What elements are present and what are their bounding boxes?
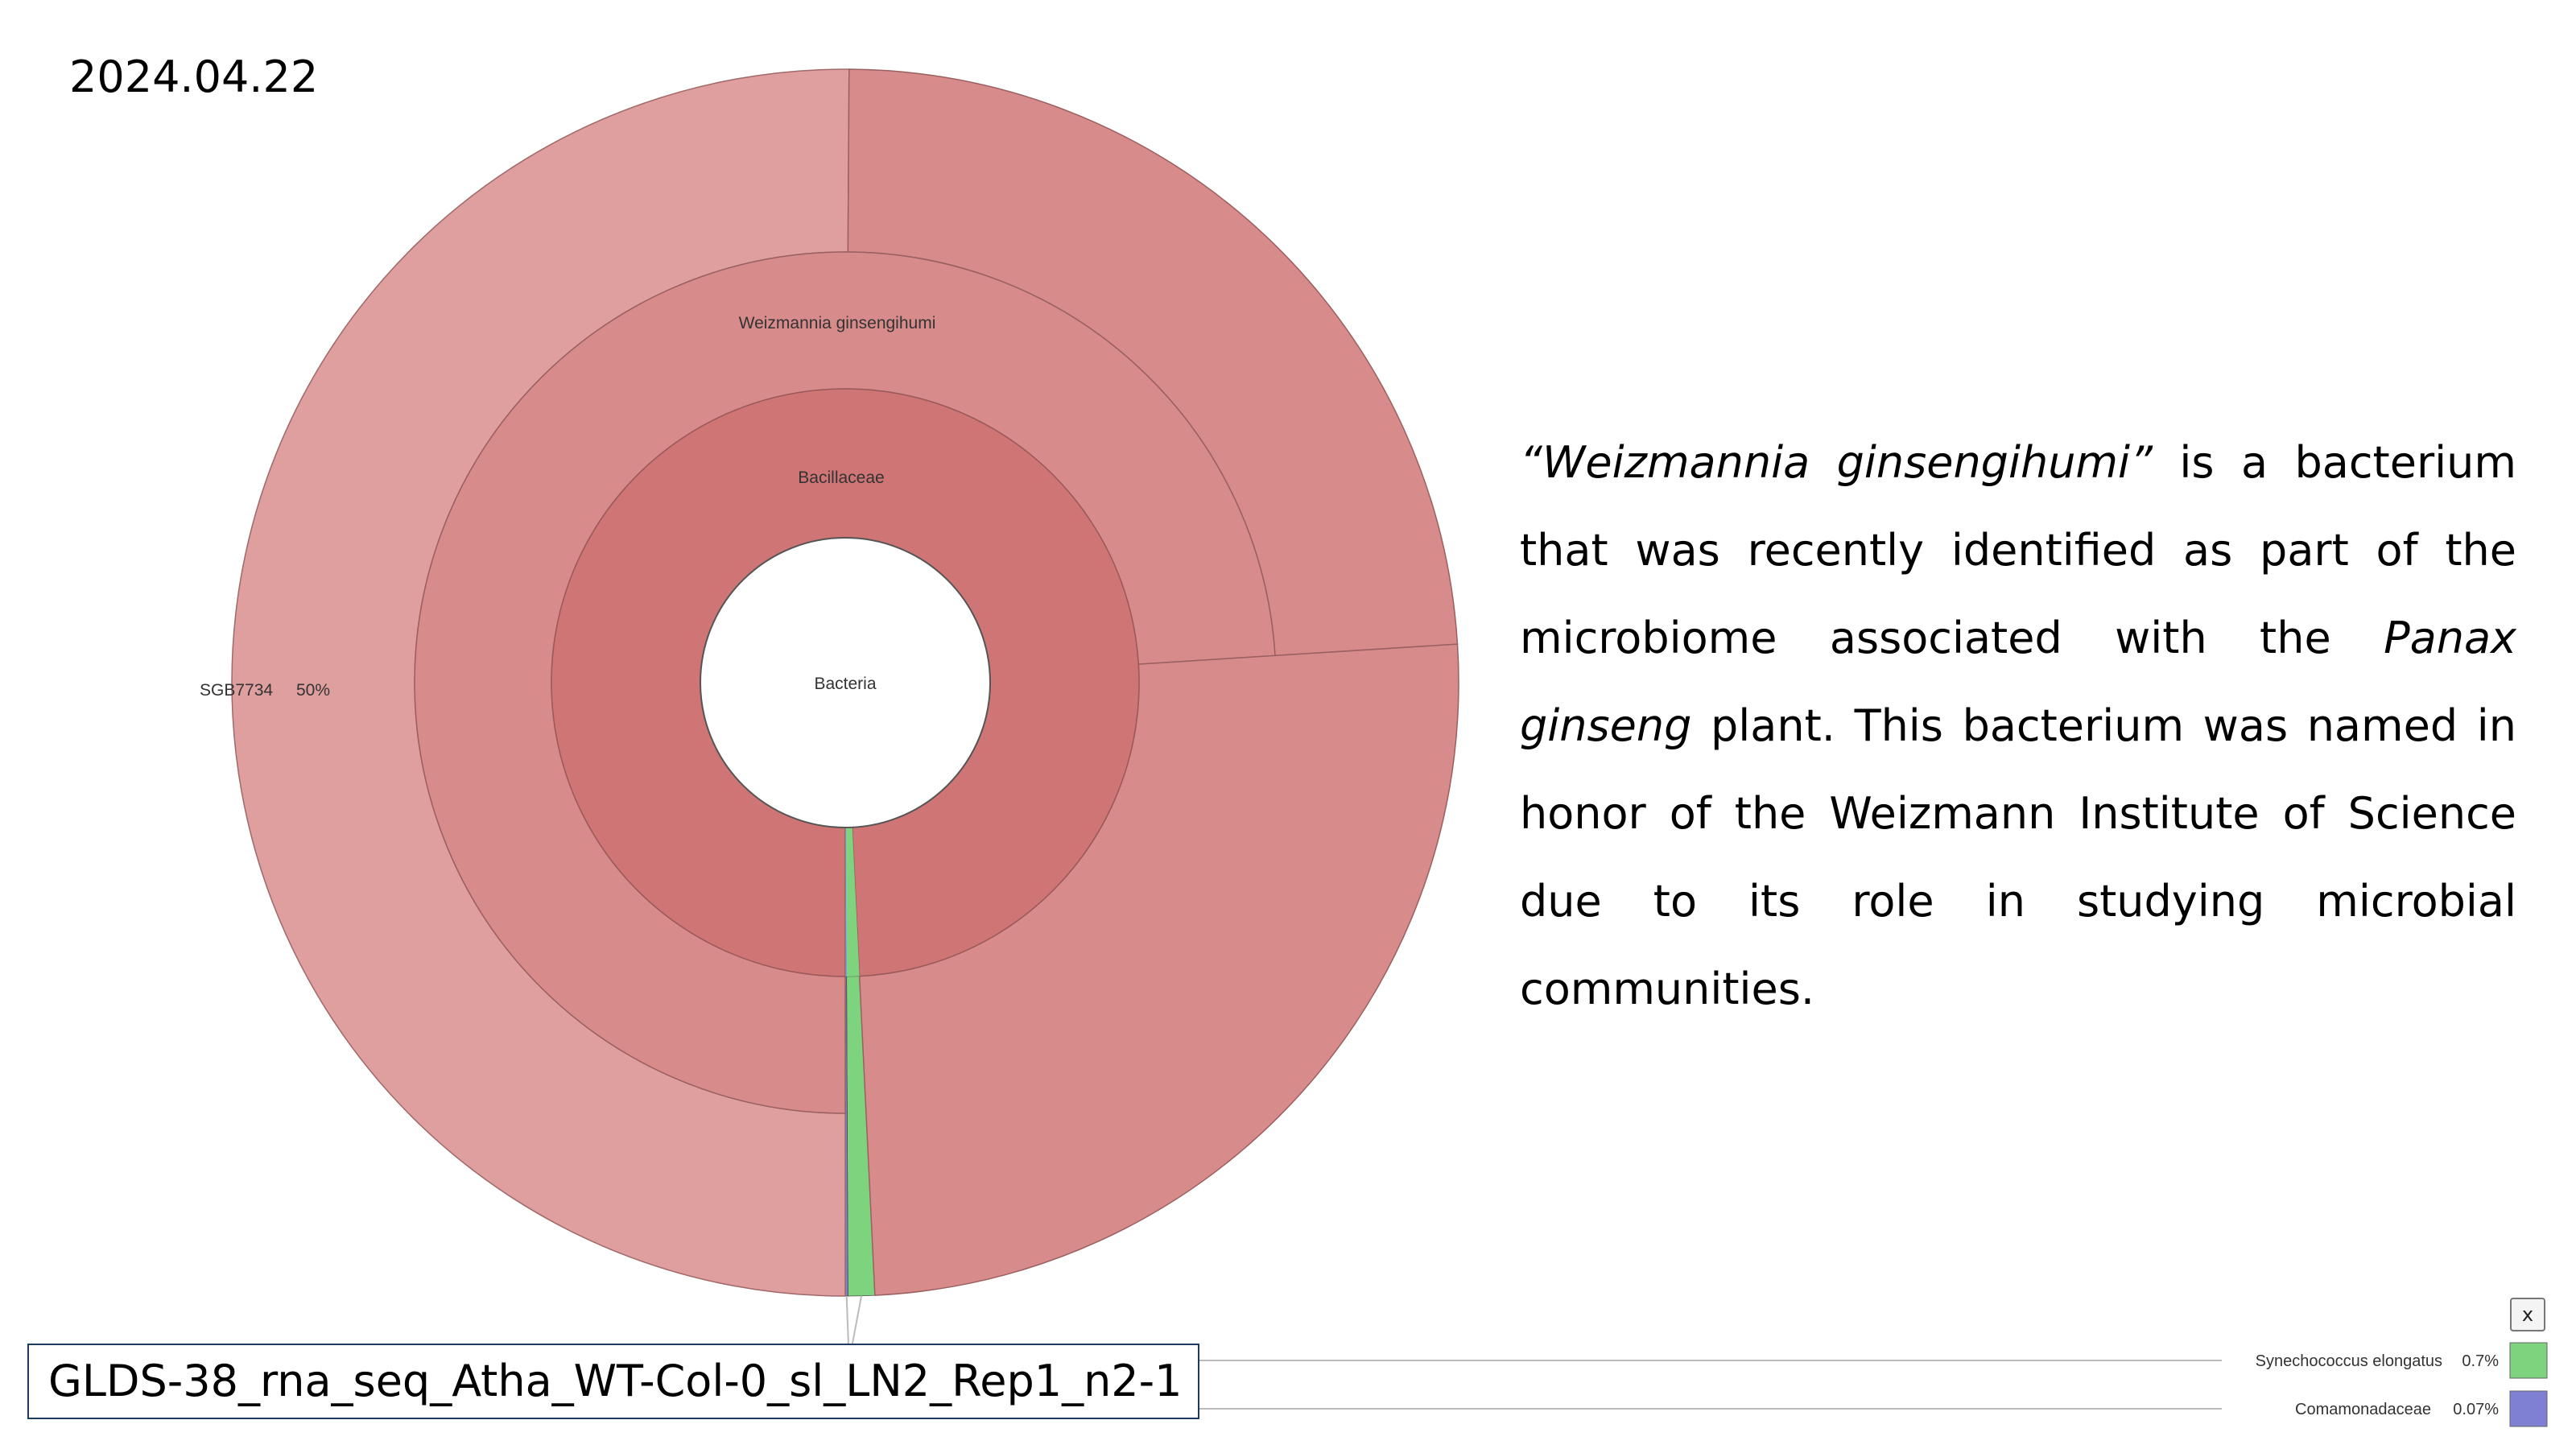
description-paragraph: “Weizmannia ginsengihumi” is a bacterium…: [1520, 419, 2516, 1033]
date-label: 2024.04.22: [69, 52, 319, 102]
label-weizmannia-ginsengihumi: Weizmannia ginsengihumi: [739, 314, 936, 332]
legend-value: 0.07%: [2453, 1401, 2499, 1418]
segment-comamonadaceae[interactable]: [845, 827, 847, 976]
legend-swatch[interactable]: [2509, 1390, 2548, 1427]
description-text-2: plant. This bacterium was named in honor…: [1520, 700, 2516, 1014]
segment-synechococcus-elongatus[interactable]: [845, 827, 860, 976]
description-text-1: is a bacterium that was recently identif…: [1520, 437, 2516, 663]
label-bacillaceae: Bacillaceae: [798, 469, 884, 487]
label-bacteria: Bacteria: [814, 675, 876, 693]
legend-name: Comamonadaceae: [2295, 1401, 2431, 1418]
legend-name: Synechococcus elongatus: [2256, 1352, 2442, 1370]
species-name: “Weizmannia ginsengihumi”: [1520, 437, 2153, 488]
close-legend-button[interactable]: x: [2510, 1298, 2545, 1331]
legend-swatch[interactable]: [2509, 1342, 2548, 1379]
sunburst-root-circle[interactable]: [700, 537, 991, 828]
sample-name-box: GLDS-38_rna_seq_Atha_WT-Col-0_sl_LN2_Rep…: [27, 1344, 1199, 1419]
host-plant-name: Panax ginseng: [1520, 613, 2516, 751]
sunburst-labels: Bacteria Bacillaceae Weizmannia ginsengihu…: [200, 314, 935, 700]
label-sgb7734: SGB7734: [200, 681, 273, 700]
legend-value: 0.7%: [2462, 1352, 2499, 1370]
sample-name-text: GLDS-38_rna_seq_Atha_WT-Col-0_sl_LN2_Rep…: [48, 1356, 1183, 1406]
chart-legend: Synechococcus elongatus 0.7% Comamonadacea…: [2256, 1342, 2548, 1427]
label-value-sgb7734: 50%: [296, 681, 330, 700]
